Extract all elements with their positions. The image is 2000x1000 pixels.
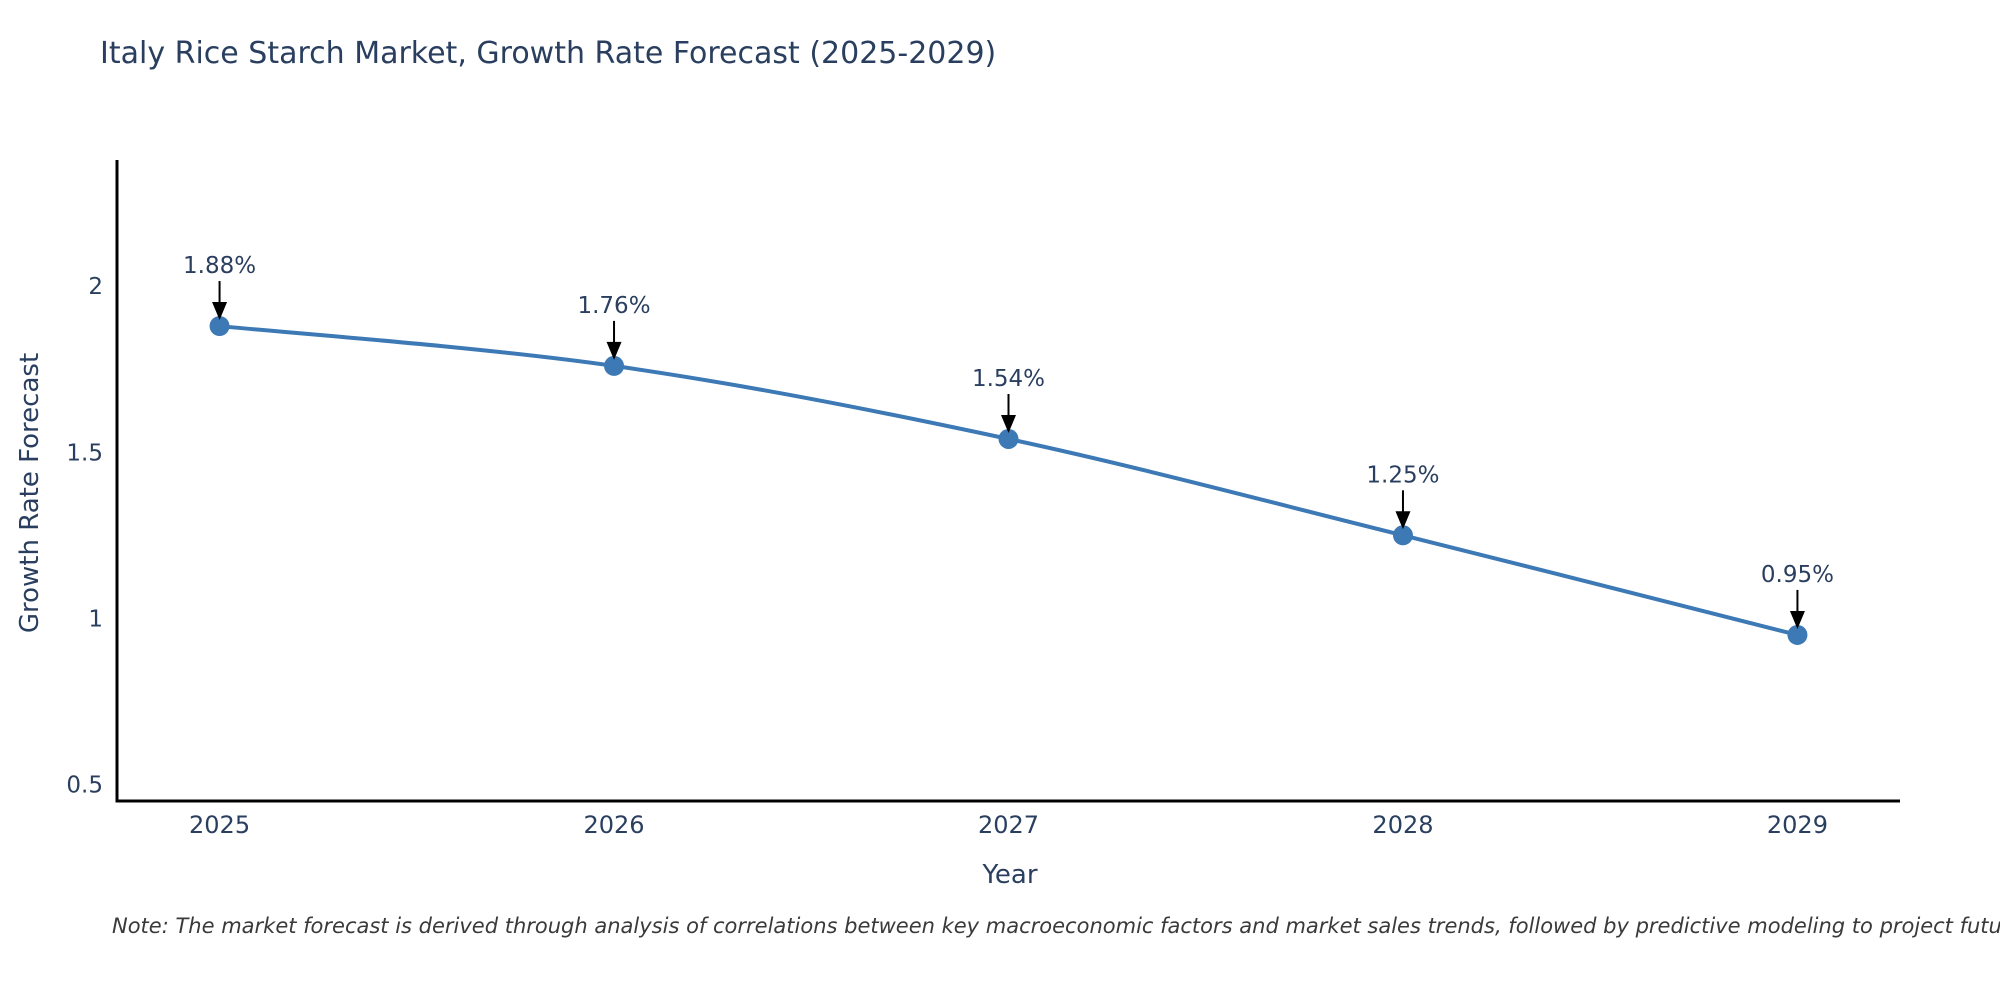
footnote: Note: The market forecast is derived thr… (112, 914, 2000, 938)
point-label: 0.95% (1761, 562, 1834, 588)
data-point (604, 355, 625, 376)
point-label: 1.76% (577, 293, 650, 319)
x-tick-label: 2025 (189, 811, 250, 839)
chart-title: Italy Rice Starch Market, Growth Rate Fo… (100, 36, 997, 71)
x-tick-label: 2028 (1372, 811, 1433, 839)
annotation-arrowhead (1395, 511, 1411, 530)
y-tick-label: 2 (88, 274, 103, 300)
data-point (209, 316, 230, 337)
data-point (998, 428, 1019, 449)
annotation-arrowhead (212, 302, 228, 321)
x-tick-label: 2029 (1767, 811, 1828, 839)
point-label: 1.25% (1366, 462, 1439, 488)
annotation-arrowhead (1001, 414, 1016, 433)
data-point (1392, 525, 1413, 546)
x-axis-title: Year (982, 860, 1038, 890)
y-tick-label: 0.5 (66, 772, 103, 798)
annotation-arrowhead (606, 341, 622, 360)
point-label: 1.88% (183, 253, 256, 279)
x-tick-label: 2026 (583, 811, 644, 839)
annotation-arrowhead (1789, 610, 1805, 629)
x-tick-label: 2027 (978, 811, 1039, 839)
point-label: 1.54% (972, 366, 1045, 392)
data-point (1787, 624, 1808, 645)
y-tick-label: 1 (88, 606, 103, 632)
y-tick-label: 1.5 (66, 440, 103, 466)
